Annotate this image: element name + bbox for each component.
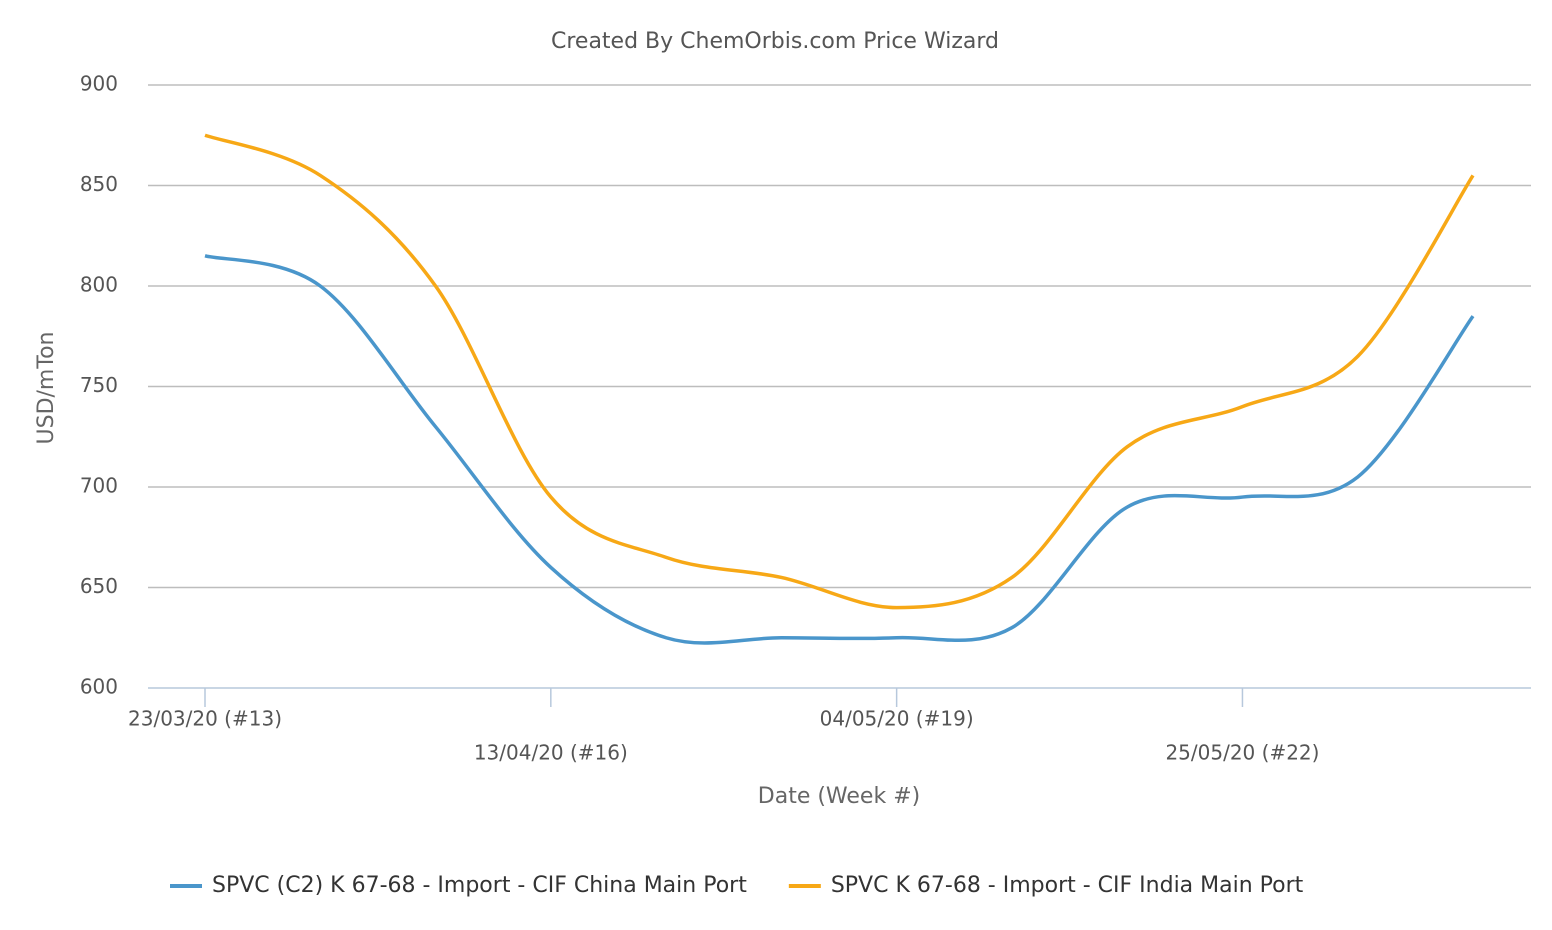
y-tick-label: 600 [80, 675, 118, 699]
series-line [204, 133, 1475, 610]
y-axis-label: USD/mTon [34, 332, 59, 445]
y-tick-label: 750 [80, 373, 118, 397]
legend-label: SPVC (C2) K 67-68 - Import - CIF China M… [212, 873, 747, 898]
y-tick-label: 700 [80, 474, 118, 498]
y-tick-label: 900 [80, 72, 118, 96]
x-tick-label: 13/04/20 (#16) [474, 741, 628, 765]
x-axis-label: Date (Week #) [758, 784, 920, 809]
x-tick-label: 04/05/20 (#19) [820, 707, 974, 731]
x-tick-label: 25/05/20 (#22) [1165, 741, 1319, 765]
y-tick-label: 850 [80, 172, 118, 196]
series-line [204, 254, 1475, 645]
x-tick-label: 23/03/20 (#13) [128, 707, 282, 731]
chart-title: Created By ChemOrbis.com Price Wizard [551, 29, 999, 54]
legend-label: SPVC K 67-68 - Import - CIF India Main P… [831, 873, 1304, 898]
y-tick-label: 800 [80, 273, 118, 297]
y-tick-label: 650 [80, 574, 118, 598]
